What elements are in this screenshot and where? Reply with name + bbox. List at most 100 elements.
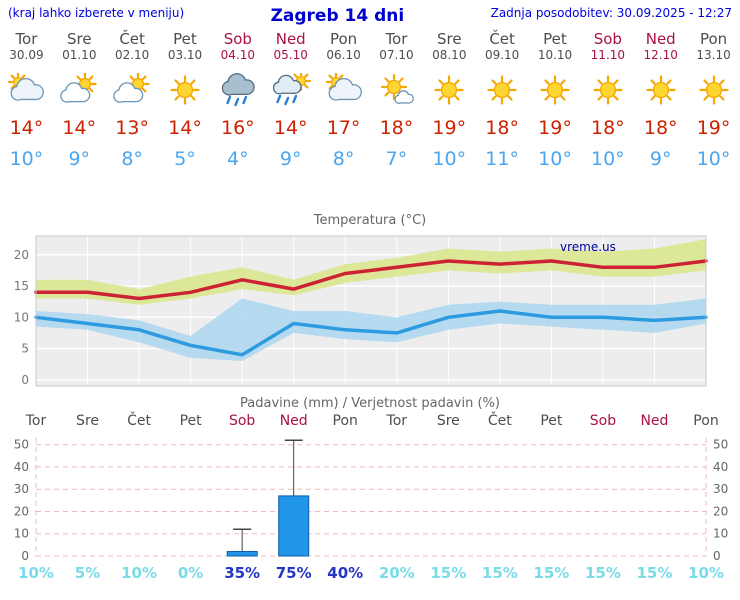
max-temperature: 19° <box>432 117 467 139</box>
precip-day-label: Ned <box>279 413 308 429</box>
max-temperature: 14° <box>273 117 308 139</box>
day-date: 10.10 <box>537 48 573 62</box>
max-temperature: 13° <box>115 117 149 139</box>
svg-text:10: 10 <box>14 527 29 541</box>
forecast-day: Čet 09.10 18° 11° <box>476 30 529 171</box>
day-name: Ned <box>275 30 306 48</box>
max-temp-line <box>34 259 708 301</box>
svg-text:50: 50 <box>713 438 728 452</box>
forecast-day: Čet 02.10 13° 8° <box>106 30 159 171</box>
svg-text:0: 0 <box>21 373 29 387</box>
precip-day-label: Sob <box>589 413 617 429</box>
svg-text:20: 20 <box>14 505 29 519</box>
precip-probability: 15% <box>636 564 673 582</box>
precip-bar <box>226 551 258 557</box>
precip-day-label: Pet <box>179 413 202 429</box>
max-temperature: 18° <box>379 117 414 139</box>
forecast-day: Tor 07.10 18° 7° <box>370 30 423 171</box>
precip-probability: 15% <box>584 564 621 582</box>
forecast-strip: Tor 30.09 14° 10° Sre 01.10 14° 9° Čet 02.10 13° 8°… <box>0 30 740 171</box>
day-date: 03.10 <box>167 48 203 62</box>
max-temperature: 14° <box>62 117 97 139</box>
precip-probability: 35% <box>224 564 261 582</box>
forecast-day: Sob 11.10 18° 10° <box>581 30 634 171</box>
showers-icon <box>264 68 317 112</box>
precip-probability-row: 10% 5% 10% 0% 35% 75% 40% 20% 15% 15% 15% 15% 15% 10% <box>0 564 740 584</box>
day-date: 08.10 <box>432 48 467 62</box>
max-temperature: 17° <box>326 117 361 139</box>
day-name: Sob <box>593 30 622 48</box>
day-date: 09.10 <box>484 48 520 62</box>
max-temperature: 14° <box>9 117 44 139</box>
forecast-day: Pon 06.10 17° 8° <box>317 30 370 171</box>
sunny-icon <box>476 68 529 112</box>
day-date: 02.10 <box>114 48 150 62</box>
day-name: Tor <box>15 30 38 48</box>
precip-probability: 5% <box>74 564 101 582</box>
max-temperature: 18° <box>591 117 625 139</box>
cloudy-icon <box>317 68 370 112</box>
precip-day-label: Sre <box>436 413 460 429</box>
forecast-day: Ned 12.10 18° 9° <box>634 30 687 171</box>
precip-probability: 20% <box>378 564 415 582</box>
forecast-day: Ned 05.10 14° 9° <box>264 30 317 171</box>
partly-cloudy-icon <box>106 68 159 112</box>
svg-text:50: 50 <box>14 438 29 452</box>
min-temperature: 9° <box>649 148 672 170</box>
min-temp-line <box>34 309 708 357</box>
precip-probability: 75% <box>275 564 312 582</box>
menu-hint: (kraj lahko izberete v meniju) <box>8 6 185 20</box>
min-temperature: 11° <box>485 148 519 170</box>
precip-day-label: Čet <box>127 413 152 429</box>
precip-day-label: Sre <box>76 413 100 429</box>
precip-bar <box>278 495 310 557</box>
precip-probability: 15% <box>430 564 467 582</box>
precip-day-label: Tor <box>25 413 47 429</box>
max-temperature: 18° <box>643 117 678 139</box>
precip-probability: 10% <box>18 564 54 582</box>
precipitation-chart-title: Padavine (mm) / Verjetnost padavin (%) <box>240 396 500 411</box>
rain-icon <box>211 68 264 112</box>
header: (kraj lahko izberete v meniju) Zagreb 14… <box>0 0 740 26</box>
min-temperature: 10° <box>591 148 625 170</box>
sunny-icon <box>423 68 476 112</box>
min-temperature: 7° <box>385 148 408 170</box>
precip-probability: 15% <box>533 564 570 582</box>
forecast-day: Sre 08.10 19° 10° <box>423 30 476 171</box>
day-name: Tor <box>385 30 408 48</box>
sunny-icon <box>529 68 582 112</box>
svg-text:40: 40 <box>14 460 29 474</box>
day-date: 01.10 <box>62 48 97 62</box>
sunny-icon <box>581 68 634 112</box>
precip-probability: 15% <box>481 564 518 582</box>
min-temperature: 4° <box>227 148 249 170</box>
precip-probability: 10% <box>688 564 724 582</box>
page-title: Zagreb 14 dni <box>270 6 405 26</box>
svg-text:5: 5 <box>21 342 29 356</box>
day-date: 04.10 <box>220 48 256 62</box>
day-name: Ned <box>645 30 676 48</box>
mostly-sunny-icon <box>370 68 423 112</box>
last-update-label: Zadnja posodobitev: 30.09.2025 - 12:27 <box>490 6 732 20</box>
precip-day-label: Pon <box>693 413 719 429</box>
day-date: 05.10 <box>273 48 308 62</box>
day-date: 11.10 <box>590 48 626 62</box>
max-temperature: 16° <box>221 117 255 139</box>
forecast-day: Pet 10.10 19° 10° <box>529 30 582 171</box>
forecast-day: Tor 30.09 14° 10° <box>0 30 53 171</box>
sunny-icon <box>687 68 740 112</box>
day-date: 13.10 <box>696 48 731 62</box>
day-name: Pet <box>173 30 197 48</box>
svg-text:10: 10 <box>713 527 728 541</box>
sunny-icon <box>159 68 212 112</box>
svg-text:15: 15 <box>14 279 29 293</box>
min-temperature: 8° <box>121 148 143 170</box>
precip-day-axis: Tor Sre Čet Pet Sob Ned Pon Tor Sre Čet Pet Sob Ned P… <box>0 413 740 432</box>
svg-text:30: 30 <box>713 482 728 496</box>
precip-day-label: Pet <box>540 413 563 429</box>
day-name: Pon <box>699 30 728 48</box>
min-temperature: 10° <box>538 148 572 170</box>
precip-day-label: Ned <box>640 413 669 429</box>
max-temperature: 18° <box>485 117 519 139</box>
sunny-icon <box>634 68 687 112</box>
